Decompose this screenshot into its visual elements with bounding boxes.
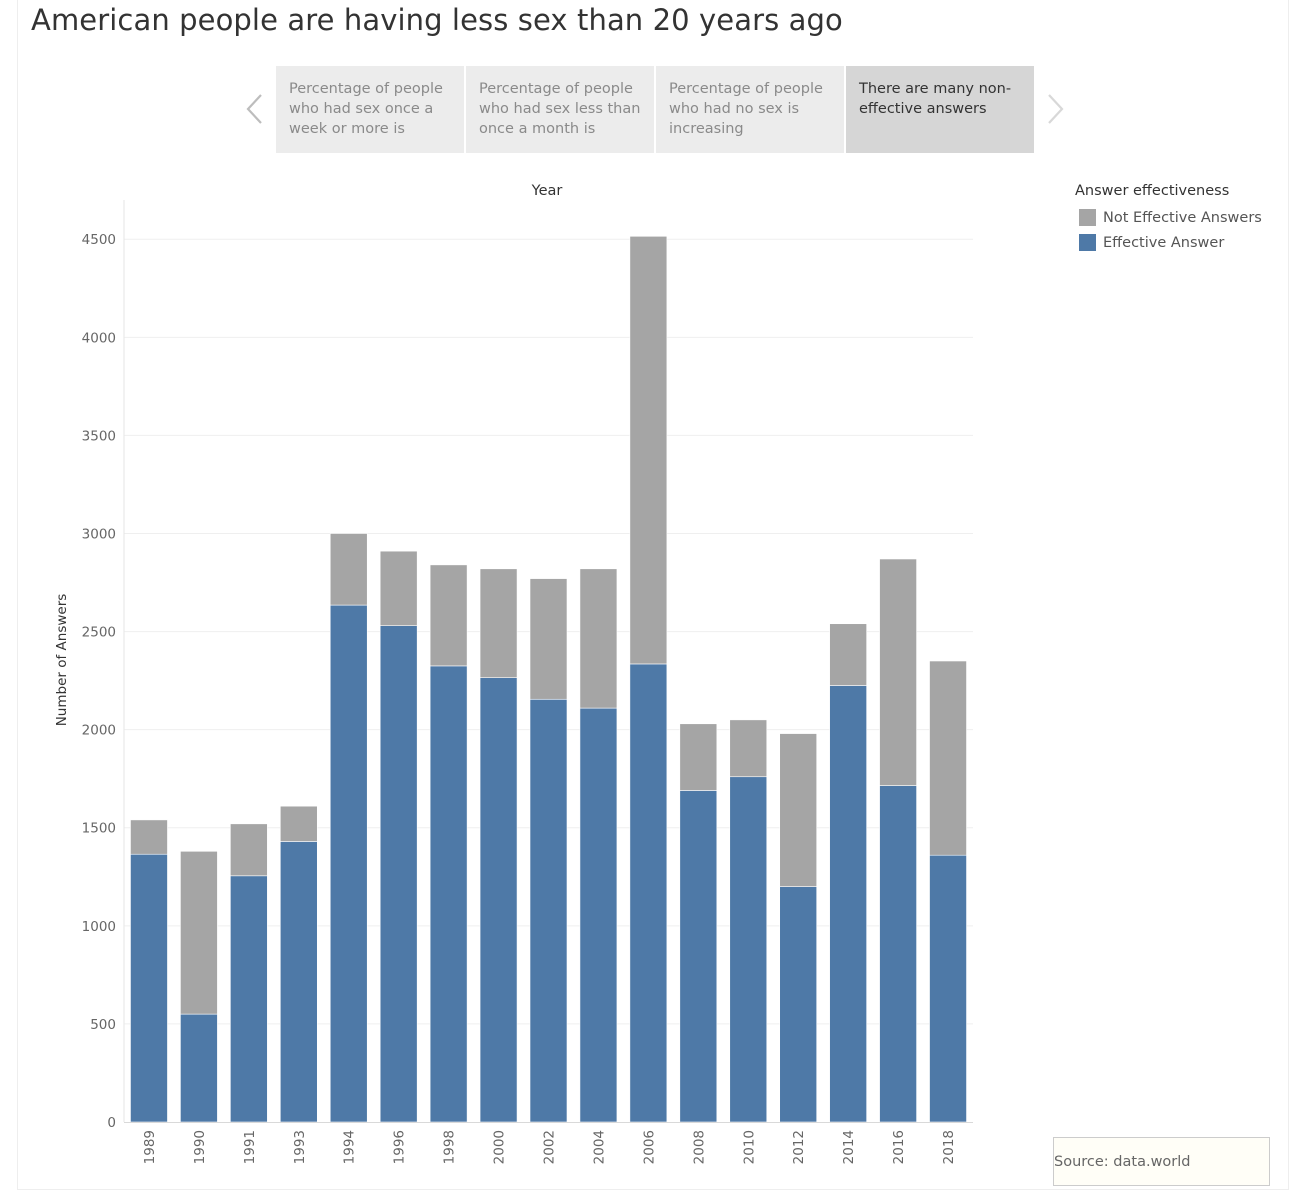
bar-chart: Year Number of Answers 0 500 1000 1500 2000 2… xyxy=(54,183,973,1164)
bar-1994-not-effective[interactable] xyxy=(329,533,368,606)
story-prev-button[interactable] xyxy=(239,89,269,129)
bar-2002-effective[interactable] xyxy=(529,698,568,1123)
bar-2016-effective[interactable] xyxy=(879,785,917,1123)
bar-2008-effective[interactable] xyxy=(679,790,718,1123)
bar-1996-effective[interactable] xyxy=(379,625,418,1123)
legend-label-effective: Effective Answer xyxy=(1103,234,1225,251)
story-point-4[interactable]: There are many non-effective answers xyxy=(846,66,1034,153)
y-tick-label: 3500 xyxy=(82,428,116,444)
bar-1989-effective[interactable] xyxy=(130,853,168,1123)
bar-1998-not-effective[interactable] xyxy=(429,564,468,667)
bar-2010-effective[interactable] xyxy=(729,776,768,1123)
story-point-1[interactable]: Percentage of people who had sex once a … xyxy=(276,66,464,153)
y-axis-ticks: 0 500 1000 1500 2000 2500 3000 3500 4000 4500 xyxy=(82,232,116,1131)
bars xyxy=(130,235,967,1123)
bar-2012-effective[interactable] xyxy=(779,886,818,1123)
bar-2012-not-effective[interactable] xyxy=(779,733,818,887)
legend-item-not-effective[interactable]: Not Effective Answers xyxy=(1075,205,1262,230)
x-tick-label: 1991 xyxy=(242,1130,258,1164)
bar-1991-not-effective[interactable] xyxy=(230,823,268,877)
x-tick-label: 1996 xyxy=(392,1130,408,1164)
bar-2006-not-effective[interactable] xyxy=(629,235,668,665)
bar-2018-not-effective[interactable] xyxy=(929,660,967,856)
bar-1993-effective[interactable] xyxy=(279,841,318,1123)
story-next-button[interactable] xyxy=(1041,89,1071,129)
page-title: American people are having less sex than… xyxy=(31,3,843,37)
legend: Answer effectiveness Not Effective Answe… xyxy=(1075,183,1262,255)
bar-2016-not-effective[interactable] xyxy=(879,558,917,786)
chevron-right-icon xyxy=(1048,94,1064,124)
legend-item-effective[interactable]: Effective Answer xyxy=(1075,230,1262,255)
y-tick-label: 2000 xyxy=(82,723,116,739)
bar-2002-not-effective[interactable] xyxy=(529,578,568,700)
bar-2010-not-effective[interactable] xyxy=(729,719,768,778)
x-tick-label: 1998 xyxy=(442,1130,458,1164)
y-tick-label: 4500 xyxy=(82,232,116,248)
bar-2000-not-effective[interactable] xyxy=(479,568,518,678)
bar-1993-not-effective[interactable] xyxy=(279,805,318,842)
y-tick-label: 500 xyxy=(90,1017,116,1033)
x-tick-label: 1990 xyxy=(192,1130,208,1164)
y-tick-label: 2500 xyxy=(82,625,116,641)
chevron-left-icon xyxy=(246,94,262,124)
y-tick-label: 3000 xyxy=(82,526,116,542)
legend-swatch-not-effective xyxy=(1079,209,1096,226)
x-axis-ticks: 1989 1990 1991 1993 1994 1996 1998 2000 2002 2004… xyxy=(142,1130,957,1164)
legend-swatch-effective xyxy=(1079,234,1096,251)
bar-2014-not-effective[interactable] xyxy=(829,623,867,686)
story-point-2[interactable]: Percentage of people who had sex less th… xyxy=(466,66,654,153)
bar-1996-not-effective[interactable] xyxy=(379,550,418,626)
x-tick-label: 2004 xyxy=(591,1130,607,1164)
legend-label-not-effective: Not Effective Answers xyxy=(1103,209,1262,226)
y-tick-label: 1000 xyxy=(82,919,116,935)
x-tick-label: 2016 xyxy=(891,1130,907,1164)
bar-2014-effective[interactable] xyxy=(829,685,867,1123)
dashboard-frame xyxy=(17,0,1289,1190)
x-tick-label: 2014 xyxy=(841,1130,857,1164)
source-note: Source: data.world xyxy=(1053,1137,1270,1186)
x-tick-label: 2006 xyxy=(641,1130,657,1164)
bar-2004-not-effective[interactable] xyxy=(579,568,618,709)
story-point-3[interactable]: Percentage of people who had no sex is i… xyxy=(656,66,844,153)
x-tick-label: 2012 xyxy=(791,1130,807,1164)
x-tick-label: 2010 xyxy=(741,1130,757,1164)
x-tick-label: 1994 xyxy=(342,1130,358,1164)
x-tick-label: 2008 xyxy=(691,1130,707,1164)
bar-2008-not-effective[interactable] xyxy=(679,723,718,791)
x-tick-label: 2018 xyxy=(941,1130,957,1164)
chart-title: Year xyxy=(531,183,563,199)
bar-1994-effective[interactable] xyxy=(329,604,368,1123)
bar-2004-effective[interactable] xyxy=(579,707,618,1123)
x-tick-label: 2002 xyxy=(542,1130,558,1164)
bar-2000-effective[interactable] xyxy=(479,677,518,1123)
bar-2006-effective[interactable] xyxy=(629,663,668,1123)
x-tick-label: 2000 xyxy=(492,1130,508,1164)
x-tick-label: 1993 xyxy=(292,1130,308,1164)
legend-title: Answer effectiveness xyxy=(1075,183,1230,199)
y-axis-label: Number of Answers xyxy=(54,594,70,727)
bar-2018-effective[interactable] xyxy=(929,854,967,1123)
x-tick-label: 1989 xyxy=(142,1130,158,1164)
story-navigator: Percentage of people who had sex once a … xyxy=(276,66,1034,153)
y-tick-label: 1500 xyxy=(82,821,116,837)
bar-1998-effective[interactable] xyxy=(429,665,468,1123)
bar-1991-effective[interactable] xyxy=(230,875,268,1123)
bar-1989-not-effective[interactable] xyxy=(130,819,168,855)
bar-1990-not-effective[interactable] xyxy=(180,850,218,1015)
bar-1990-effective[interactable] xyxy=(180,1013,218,1123)
y-tick-label: 0 xyxy=(107,1115,116,1131)
y-tick-label: 4000 xyxy=(82,330,116,346)
